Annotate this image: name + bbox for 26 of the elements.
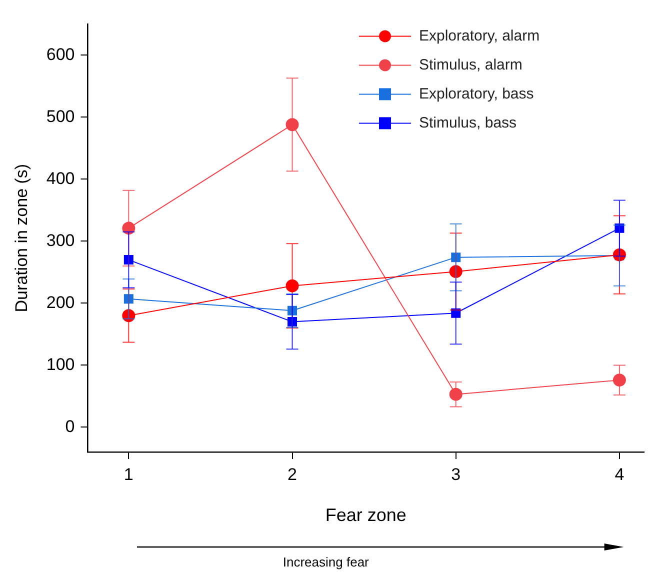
y-tick-label: 400 <box>46 168 75 188</box>
point <box>451 252 461 262</box>
point <box>288 317 298 327</box>
point <box>286 118 299 132</box>
point <box>612 374 626 387</box>
y-tick-label: 500 <box>46 106 75 126</box>
y-tick-label: 200 <box>46 292 75 312</box>
legend-label: Stimulus, bass <box>419 114 517 132</box>
point <box>124 255 134 265</box>
y-tick-label: 600 <box>46 44 75 64</box>
y-tick-label: 0 <box>65 416 75 436</box>
x-axis-title: Fear zone <box>325 505 406 526</box>
y-tick-label: 300 <box>46 230 75 250</box>
legend-label: Exploratory, alarm <box>419 27 540 44</box>
y-axis-title: Duration in zone (s) <box>12 164 31 312</box>
legend-label: Stimulus, alarm <box>419 56 522 74</box>
x-tick-label: 3 <box>451 464 461 484</box>
point <box>286 279 299 292</box>
legend-label: Exploratory, bass <box>419 85 534 102</box>
text: Increasing fear <box>282 554 370 570</box>
x-tick-label: 2 <box>288 464 297 484</box>
y-tick-label: 100 <box>46 354 75 374</box>
x-tick-label: 4 <box>614 464 624 484</box>
point <box>449 388 462 401</box>
x-tick-label: 1 <box>124 464 134 484</box>
point <box>124 294 134 304</box>
